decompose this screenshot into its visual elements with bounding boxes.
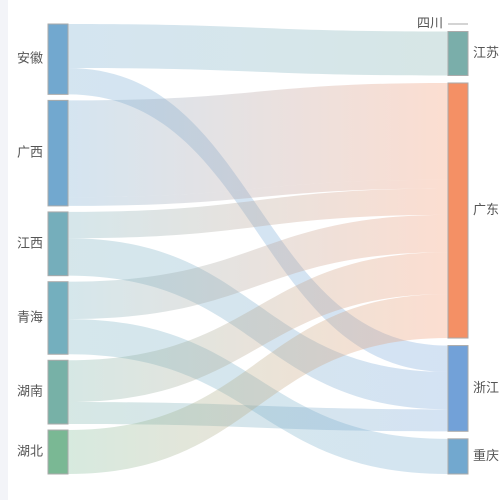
node-label-青海: 青海 bbox=[17, 310, 43, 325]
node-江西[interactable] bbox=[47, 211, 69, 277]
link-湖北-广东[interactable] bbox=[68, 294, 448, 474]
nodes-layer bbox=[47, 23, 469, 475]
link-青海-广东[interactable] bbox=[68, 214, 448, 320]
link-湖南-广东[interactable] bbox=[68, 252, 448, 403]
node-label-湖南: 湖南 bbox=[17, 384, 43, 400]
node-浙江[interactable] bbox=[447, 345, 469, 432]
node-江苏[interactable] bbox=[447, 31, 469, 76]
node-label-湖北: 湖北 bbox=[17, 445, 43, 460]
node-label-重庆: 重庆 bbox=[473, 448, 499, 464]
node-广西[interactable] bbox=[47, 99, 69, 207]
node-label-江西: 江西 bbox=[17, 236, 43, 251]
link-广西-广东[interactable] bbox=[68, 179, 448, 206]
left-panel-edge bbox=[0, 0, 8, 500]
link-江西-广东[interactable] bbox=[68, 188, 448, 239]
node-湖南[interactable] bbox=[47, 359, 69, 425]
node-安徽[interactable] bbox=[47, 23, 69, 95]
node-label-广东: 广东 bbox=[473, 203, 499, 218]
node-label-广西: 广西 bbox=[17, 146, 43, 161]
node-label-浙江: 浙江 bbox=[473, 381, 499, 396]
links-layer bbox=[68, 24, 448, 474]
link-安徽-江苏[interactable] bbox=[68, 24, 448, 76]
node-label-四川: 四川 bbox=[417, 17, 443, 32]
node-广东[interactable] bbox=[447, 82, 469, 339]
node-青海[interactable] bbox=[47, 281, 69, 355]
node-label-江苏: 江苏 bbox=[473, 45, 499, 61]
node-重庆[interactable] bbox=[447, 438, 469, 475]
node-湖北[interactable] bbox=[47, 429, 69, 475]
link-广西-广东[interactable] bbox=[68, 82, 448, 198]
node-label-安徽: 安徽 bbox=[17, 52, 43, 67]
